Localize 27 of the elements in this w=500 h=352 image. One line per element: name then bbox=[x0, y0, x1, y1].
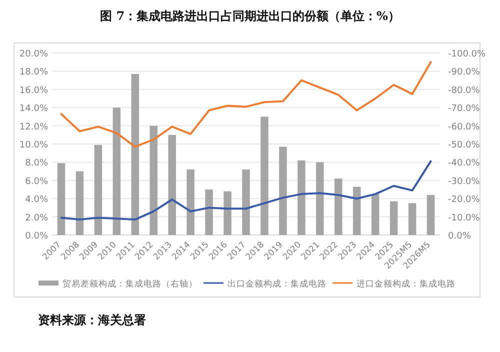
y2tick: -70.0% bbox=[448, 104, 480, 114]
legend-label: 贸易差额构成：集成电路（右轴） bbox=[62, 278, 198, 290]
ytick: 6.0% bbox=[25, 176, 48, 187]
y2tick: -30.0% bbox=[448, 176, 480, 187]
annotation: 资料来源：海关总署 bbox=[38, 313, 146, 327]
y2tick: 0.0% bbox=[448, 232, 471, 242]
title: 图 7：集成电路进出口占同期进出口的份额（单位：%） bbox=[100, 9, 400, 23]
ytick: 12.0% bbox=[19, 122, 48, 132]
ytick: 0.0% bbox=[25, 232, 48, 242]
legend-label: 出口金额构成：集成电路 bbox=[228, 278, 326, 290]
ytick: 4.0% bbox=[25, 195, 48, 206]
ytick: 10.0% bbox=[19, 140, 48, 150]
ytick: 18.0% bbox=[19, 68, 48, 78]
y2tick: -10.0% bbox=[448, 213, 480, 224]
ytick: 14.0% bbox=[19, 104, 48, 114]
y2tick: -40.0% bbox=[448, 158, 480, 169]
y2tick: -60.0% bbox=[448, 122, 480, 132]
ytick: 2.0% bbox=[25, 213, 48, 224]
ytick: 20.0% bbox=[19, 50, 48, 60]
y2tick: -80.0% bbox=[448, 86, 480, 96]
y2tick: -90.0% bbox=[448, 68, 480, 78]
ytick: 16.0% bbox=[19, 86, 48, 96]
y2tick: -100.0% bbox=[448, 50, 486, 60]
y2tick: -50.0% bbox=[448, 140, 480, 150]
ytick: 8.0% bbox=[25, 158, 48, 169]
legend-label: 进口金额构成：集成电路 bbox=[356, 278, 456, 290]
y2tick: -20.0% bbox=[448, 195, 480, 206]
